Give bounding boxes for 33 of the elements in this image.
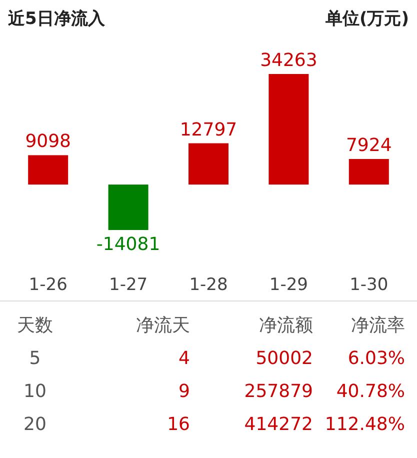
x-tick-label: 1-26 — [28, 275, 68, 295]
data-label: 9098 — [25, 131, 72, 152]
text: 4 — [178, 348, 190, 369]
bar — [108, 184, 148, 230]
bar — [348, 158, 389, 185]
chart-title: 近5日净流入 — [7, 9, 106, 29]
chart-subtitle: 单位(万元) — [324, 9, 409, 29]
bar — [188, 143, 228, 185]
text: 10 — [24, 381, 46, 402]
text: 净流额 — [259, 315, 313, 336]
x-tick-label: 1-29 — [269, 275, 308, 295]
bar — [28, 155, 68, 185]
text: 112.48% — [324, 414, 405, 435]
text: 9 — [178, 381, 190, 402]
x-tick-label: 1-27 — [109, 275, 148, 295]
data-label: 34263 — [260, 50, 318, 71]
bar — [268, 74, 309, 185]
text: 50002 — [256, 348, 313, 369]
data-label: -14081 — [96, 234, 160, 255]
text: 40.78% — [336, 381, 405, 402]
text: 6.03% — [348, 348, 405, 369]
data-label: 7924 — [346, 134, 392, 156]
text: 净流天 — [136, 315, 190, 336]
text: 净流率 — [351, 315, 405, 336]
text: 5 — [29, 348, 41, 369]
data-label: 12797 — [180, 119, 238, 140]
text: 414272 — [244, 414, 313, 435]
text: 20 — [24, 414, 46, 435]
x-tick-label: 1-30 — [350, 275, 388, 295]
text: 天数 — [17, 315, 53, 336]
text: 16 — [167, 414, 190, 435]
text: 257879 — [244, 381, 313, 402]
x-tick-label: 1-28 — [189, 275, 228, 295]
